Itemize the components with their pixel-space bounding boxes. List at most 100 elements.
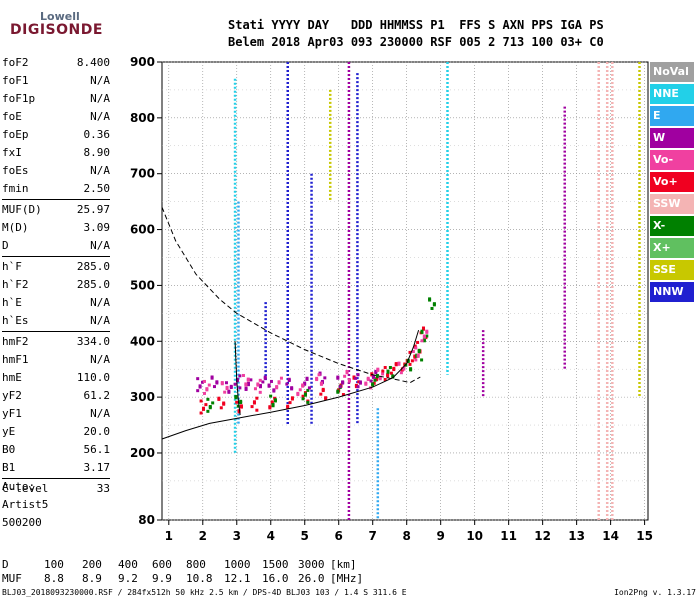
param-row: yF1 N/A [2,405,110,423]
echo-point [235,377,239,381]
row-value: 100 [44,558,64,571]
echo-point [269,394,273,398]
param-value: 3.09 [83,221,111,234]
param-row: foF2 8.400 [2,54,110,72]
echo-point [301,397,305,401]
legend-item-vo: Vo+ [650,172,694,192]
echo-point [341,393,345,397]
param-name: M(D) [2,221,29,234]
param-row: M(D) 3.09 [2,219,110,237]
echo-point [298,388,302,392]
row-value: 1000 [224,558,251,571]
echo-point [319,392,323,396]
y-tick-label: 80 [138,513,155,527]
echo-point [381,369,385,373]
param-row: h`Es N/A [2,312,110,330]
row-value: 8.8 [44,572,64,585]
echo-point [371,382,375,386]
echo-point [371,374,375,378]
echo-point [296,391,300,395]
echo-point [225,385,229,389]
param-name: foEs [2,164,29,177]
echo-point [420,329,424,333]
y-tick-label: 700 [130,167,155,181]
param-row: C-level 33 [2,480,110,498]
echo-point [258,390,262,394]
echo-point [315,376,319,380]
echo-point [252,400,256,404]
param-value: 0.36 [83,128,111,141]
param-name: fxI [2,146,22,159]
param-value: 285.0 [76,278,110,291]
logo-lowell: Lowell [40,10,80,23]
echo-point [200,380,204,384]
echo-point [301,394,305,398]
echo-point [263,375,267,379]
echo-point [229,384,233,388]
param-value: N/A [90,296,110,309]
echo-point [204,403,208,407]
param-value: 8.90 [83,146,111,159]
echo-point [373,378,377,382]
echo-point [323,376,327,380]
echo-point [410,359,414,363]
echo-point [356,385,360,389]
param-name: fmin [2,182,29,195]
row-value: 26.0 [298,572,325,585]
echo-point [206,409,210,413]
echo-point [207,383,211,387]
echo-point [306,400,310,404]
echo-point [290,386,294,390]
footer-file-info: BLJ03_2018093230000.RSF / 284fx512h 50 k… [2,588,407,597]
row-value: 3000 [298,558,325,571]
echo-point [354,376,358,380]
echo-point [236,404,240,408]
param-name: h`F [2,260,22,273]
echo-point [375,373,379,377]
param-name: B0 [2,443,16,456]
echo-point [202,391,206,395]
param-value: 8.400 [76,56,110,69]
echo-point [258,378,262,382]
echo-point [388,365,392,369]
row-label: D [2,558,9,571]
echo-point [370,372,374,376]
echo-point [268,405,272,409]
polarization-legend: NoVal NNE E W Vo- Vo+ SSW X- X+ SSE NNW [650,62,694,304]
header-labels: Stati YYYY DAY DDD HHMMSS P1 FFS S AXN P… [228,18,604,32]
echo-point [345,369,349,373]
auto-block: Auto: Artist5 500200 [2,478,48,532]
x-tick-label: 13 [568,529,585,543]
footer-version: Ion2Png v. 1.3.17 [614,588,696,597]
param-value: 61.2 [83,389,111,402]
echo-point [354,383,358,387]
legend-item-nnw: NNW [650,282,694,302]
echo-point [399,371,403,375]
param-name: foF1 [2,74,29,87]
echo-point [239,399,243,403]
echo-point [249,378,253,382]
echo-point [275,385,279,389]
y-tick-label: 600 [130,223,155,237]
echo-point [343,374,347,378]
param-row: hmE 110.0 [2,369,110,387]
x-tick-label: 14 [602,529,619,543]
echo-point [416,340,420,344]
row-value: [km] [330,558,357,571]
echo-point [366,376,370,380]
echo-point [279,376,283,380]
param-row: hmF1 N/A [2,351,110,369]
echo-point [391,374,395,378]
echo-point [352,375,356,379]
param-row: h`E N/A [2,294,110,312]
legend-item-sse: SSE [650,260,694,280]
header-values: Belem 2018 Apr03 093 230000 RSF 005 2 71… [228,35,604,49]
legend-item-w: W [650,128,694,148]
row-value: 9.9 [152,572,172,585]
param-value: N/A [90,110,110,123]
echo-point [211,401,215,405]
echo-point [286,404,290,408]
echo-point [287,377,291,381]
echo-point [414,346,418,350]
echo-point [205,387,209,391]
